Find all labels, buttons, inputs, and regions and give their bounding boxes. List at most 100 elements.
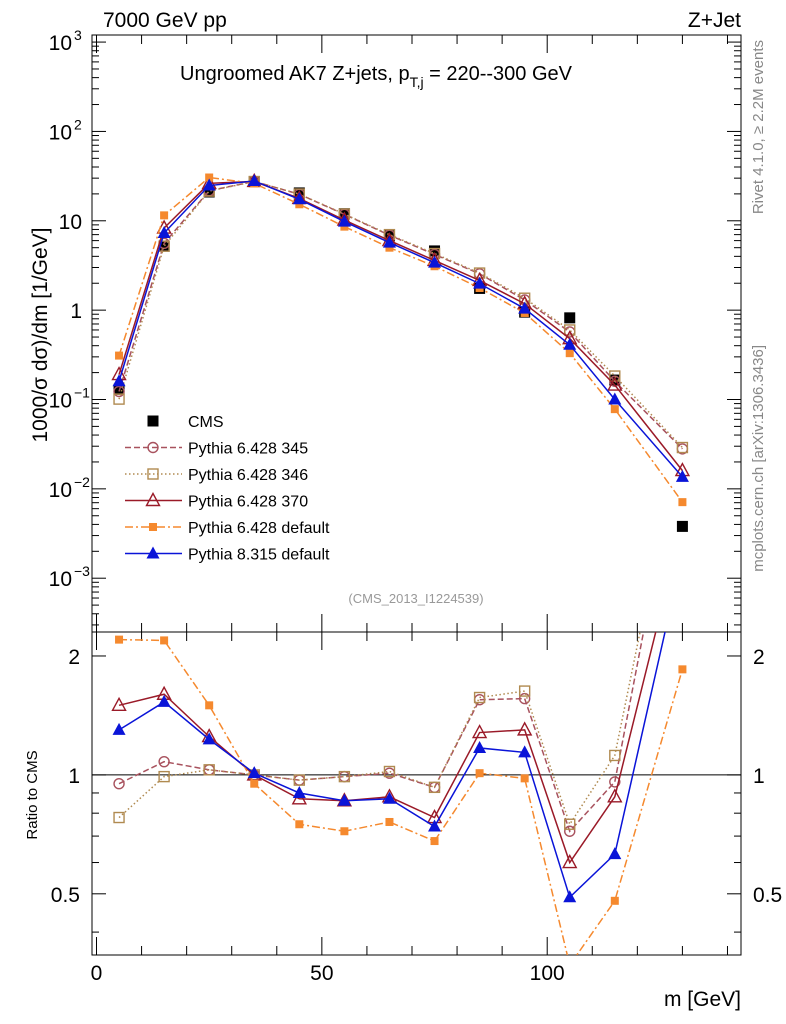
main-ytick-label: 1	[70, 300, 82, 323]
header-right: Z+Jet	[688, 9, 741, 32]
data-point	[158, 240, 170, 252]
data-point	[518, 745, 532, 758]
legend-item-p346: Pythia 6.428 346	[125, 467, 308, 484]
legend-label: Pythia 6.428 370	[188, 494, 308, 511]
ratio-ytick-label-right: 1	[753, 765, 765, 788]
data-point	[160, 211, 169, 220]
ratio-series-p346	[113, 420, 687, 830]
legend-item-p370: Pythia 6.428 370	[125, 492, 308, 511]
data-point	[428, 781, 441, 794]
ratio-ylabel: Ratio to CMS	[24, 750, 41, 839]
data-point	[145, 492, 161, 507]
data-point	[610, 896, 619, 905]
ratio-ytick-label: 1	[68, 765, 80, 788]
data-point	[609, 749, 621, 762]
main-series-group	[111, 172, 691, 532]
ratio-ytick-label: 2	[68, 646, 80, 669]
legend-item-p345: Pythia 6.428 345	[125, 441, 308, 458]
data-point	[205, 701, 214, 710]
data-point	[383, 765, 396, 778]
ratio-series-p8def	[112, 548, 689, 903]
data-point	[516, 721, 533, 736]
main-ytick-label: 10	[49, 479, 72, 502]
series-p8def	[112, 173, 689, 482]
plot-title: Ungroomed AK7 Z+jets, pT,j = 220--300 Ge…	[180, 63, 573, 90]
data-point	[292, 192, 306, 205]
data-point	[147, 441, 159, 454]
data-point	[564, 324, 576, 336]
data-point	[147, 415, 159, 427]
data-point	[475, 769, 484, 778]
data-point	[382, 235, 396, 248]
legend-label: Pythia 6.428 default	[188, 520, 330, 537]
data-point	[677, 420, 687, 430]
data-point	[562, 854, 578, 869]
data-point	[564, 825, 576, 837]
data-point	[471, 724, 488, 739]
series-line-p345	[118, 180, 683, 450]
data-point	[518, 685, 531, 697]
data-point	[113, 777, 125, 790]
ratio-series-p370	[111, 632, 657, 869]
data-point	[113, 385, 125, 398]
data-point	[340, 222, 349, 231]
data-point	[675, 469, 689, 482]
ratio-ytick-label-right: 0.5	[753, 884, 782, 907]
data-point	[609, 370, 621, 382]
data-point	[292, 785, 306, 798]
rivet-label: Rivet 4.1.0, ≥ 2.2M events	[750, 40, 767, 214]
data-point	[293, 774, 306, 786]
main-ylabel: 1000/σ dσ)/dm [1/GeV]	[29, 227, 52, 442]
data-point	[610, 405, 619, 414]
legend-item-p6def: Pythia 6.428 default	[125, 520, 330, 537]
ratio-ytick-label-right: 2	[753, 646, 765, 669]
data-point	[157, 225, 171, 238]
main-ytick-exponent: −3	[74, 563, 90, 579]
ratio-line-p345	[118, 632, 645, 833]
data-point	[202, 178, 216, 191]
data-point	[565, 349, 574, 358]
data-point	[430, 837, 439, 846]
data-point	[676, 520, 688, 532]
data-point	[115, 635, 124, 644]
ratio-series-p6def	[115, 635, 687, 955]
x-tick-label: 100	[530, 962, 565, 985]
data-point	[147, 468, 159, 480]
main-ytick-label: 10	[49, 32, 72, 55]
data-point	[609, 374, 621, 386]
data-point	[676, 441, 689, 454]
data-point	[385, 243, 394, 252]
data-point	[428, 255, 442, 268]
data-point	[202, 732, 216, 745]
data-point	[112, 374, 126, 387]
legend-label: Pythia 6.428 346	[188, 467, 308, 484]
legend-label: Pythia 8.315 default	[188, 547, 330, 564]
legend-label: Pythia 6.428 345	[188, 441, 308, 458]
main-frame	[91, 34, 742, 633]
data-point	[520, 774, 529, 783]
data-point	[676, 548, 689, 560]
data-point	[385, 817, 394, 826]
data-point	[563, 890, 577, 903]
analysis-id: (CMS_2013_I1224539)	[348, 591, 483, 606]
data-point	[473, 276, 487, 289]
data-point	[473, 691, 486, 704]
data-point	[337, 793, 351, 806]
header-left: 7000 GeV pp	[103, 9, 227, 32]
series-line-p346	[118, 180, 683, 449]
data-point	[607, 376, 623, 391]
data-point	[112, 722, 126, 735]
data-point	[247, 173, 261, 186]
data-point	[563, 337, 577, 350]
data-point	[518, 301, 532, 314]
series-p346	[113, 175, 689, 454]
data-point	[158, 755, 170, 768]
ratio-series-group	[111, 420, 689, 955]
x-axis-label: m [GeV]	[664, 988, 741, 1011]
ratio-line-p8def	[118, 632, 666, 899]
data-point	[607, 788, 623, 803]
main-ytick-label: 10	[49, 389, 72, 412]
main-ytick-exponent: 2	[74, 116, 82, 132]
legend-label: CMS	[188, 414, 224, 431]
data-point	[428, 819, 442, 832]
